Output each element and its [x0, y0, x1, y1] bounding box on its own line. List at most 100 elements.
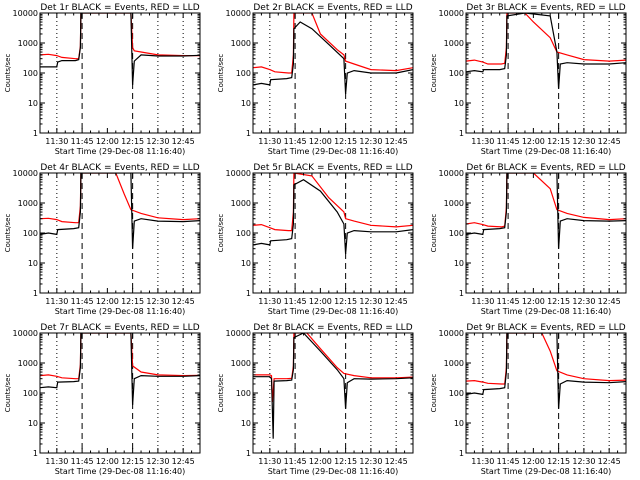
panel: Det 7r BLACK = Events, RED = LLD 1 10 100 10… [4, 323, 201, 476]
plot-frame [39, 332, 201, 454]
y-tick-label: 1000 [18, 39, 38, 48]
x-tick-label: 12:45 [598, 137, 621, 146]
x-tick-label: 11:45 [71, 137, 94, 146]
plot-frame [252, 332, 414, 454]
x-tick-label: 12:30 [359, 457, 382, 466]
y-tick-label: 10 [454, 99, 464, 108]
x-tick-label: 11:45 [71, 457, 94, 466]
y-tick-label: 1000 [18, 359, 38, 368]
y-tick-label: 10 [241, 419, 251, 428]
x-tick-label: 11:30 [45, 137, 68, 146]
plot-frame [39, 172, 201, 294]
y-tick-label: 100 [236, 69, 251, 78]
plot-frame [465, 172, 627, 294]
x-tick-label: 12:15 [547, 137, 570, 146]
y-tick-label: 100 [449, 389, 464, 398]
lld-series-line [253, 333, 413, 403]
y-tick-label: 1000 [231, 359, 251, 368]
panel: Det 8r BLACK = Events, RED = LLD 1 10 100 10… [217, 323, 414, 476]
y-tick-label: 10 [241, 259, 251, 268]
y-tick-label: 1 [246, 289, 251, 298]
x-tick-label: 12:00 [309, 457, 332, 466]
x-tick-label: 11:30 [258, 137, 281, 146]
x-tick-label: 11:30 [471, 297, 494, 306]
y-axis-label: Counts/sec [217, 214, 225, 253]
panel: Det 6r BLACK = Events, RED = LLD 1 10 100 10… [430, 163, 627, 316]
x-tick-label: 12:15 [334, 457, 357, 466]
y-tick-label: 100 [236, 229, 251, 238]
events-series-line [253, 178, 413, 255]
x-tick-label: 12:30 [572, 297, 595, 306]
x-axis-label: Start Time (29-Dec-08 11:16:40) [268, 147, 399, 156]
y-tick-label: 1 [246, 449, 251, 458]
x-tick-label: 12:00 [96, 137, 119, 146]
y-tick-label: 10000 [226, 9, 251, 18]
x-tick-label: 12:15 [121, 297, 144, 306]
x-tick-label: 12:00 [522, 297, 545, 306]
y-tick-label: 100 [23, 389, 38, 398]
x-tick-label: 12:45 [172, 137, 195, 146]
x-tick-label: 11:30 [45, 457, 68, 466]
x-tick-label: 12:00 [309, 297, 332, 306]
x-tick-label: 12:15 [121, 457, 144, 466]
events-series-line [40, 13, 200, 85]
x-tick-label: 12:00 [96, 457, 119, 466]
x-tick-label: 11:45 [284, 137, 307, 146]
x-tick-label: 12:15 [547, 297, 570, 306]
panel: Det 5r BLACK = Events, RED = LLD 1 10 100 10… [217, 163, 414, 316]
y-tick-label: 100 [449, 229, 464, 238]
lld-series-line [466, 173, 626, 228]
y-tick-label: 100 [23, 229, 38, 238]
panel-title: Det 7r BLACK = Events, RED = LLD [40, 323, 199, 333]
panel-title: Det 6r BLACK = Events, RED = LLD [466, 163, 625, 173]
panel: Det 3r BLACK = Events, RED = LLD 1 10 100 10… [430, 3, 627, 156]
lld-series-line [466, 333, 626, 385]
y-axis-label: Counts/sec [4, 54, 12, 93]
x-axis-label: Start Time (29-Dec-08 11:16:40) [55, 467, 186, 476]
y-tick-label: 10 [454, 259, 464, 268]
y-axis-label: Counts/sec [430, 54, 438, 93]
events-series-line [40, 173, 200, 249]
y-tick-label: 10000 [13, 329, 38, 338]
y-tick-label: 1 [459, 449, 464, 458]
panel-title: Det 4r BLACK = Events, RED = LLD [40, 163, 199, 173]
y-tick-label: 1000 [444, 359, 464, 368]
x-axis-label: Start Time (29-Dec-08 11:16:40) [481, 147, 612, 156]
events-series-line [40, 333, 200, 405]
x-tick-label: 11:30 [258, 457, 281, 466]
y-tick-label: 1000 [444, 199, 464, 208]
y-tick-label: 1000 [231, 199, 251, 208]
y-tick-label: 1 [459, 289, 464, 298]
y-tick-label: 1 [33, 289, 38, 298]
y-tick-label: 10000 [439, 9, 464, 18]
x-tick-label: 12:30 [146, 297, 169, 306]
y-tick-label: 1000 [444, 39, 464, 48]
x-tick-label: 11:45 [497, 297, 520, 306]
x-tick-label: 12:45 [385, 137, 408, 146]
x-tick-label: 11:45 [284, 297, 307, 306]
panel: Det 9r BLACK = Events, RED = LLD 1 10 100 10… [430, 323, 627, 476]
x-tick-label: 11:30 [45, 297, 68, 306]
lld-series-line [40, 13, 200, 60]
plot-frame [465, 12, 627, 134]
lld-series-line [253, 173, 413, 232]
y-tick-label: 10 [241, 99, 251, 108]
y-tick-label: 10000 [13, 9, 38, 18]
y-tick-label: 10000 [226, 329, 251, 338]
y-axis-label: Counts/sec [430, 214, 438, 253]
x-tick-label: 11:45 [71, 297, 94, 306]
x-tick-label: 12:30 [359, 137, 382, 146]
x-tick-label: 11:45 [284, 457, 307, 466]
events-series-line [253, 21, 413, 95]
x-tick-label: 12:30 [146, 137, 169, 146]
x-tick-label: 11:45 [497, 457, 520, 466]
x-tick-label: 11:30 [258, 297, 281, 306]
x-tick-label: 11:30 [471, 457, 494, 466]
x-tick-label: 12:45 [385, 457, 408, 466]
x-tick-label: 12:45 [172, 297, 195, 306]
x-axis-label: Start Time (29-Dec-08 11:16:40) [55, 307, 186, 316]
plot-frame [39, 12, 201, 134]
panel-title: Det 5r BLACK = Events, RED = LLD [253, 163, 412, 173]
y-tick-label: 1000 [231, 39, 251, 48]
